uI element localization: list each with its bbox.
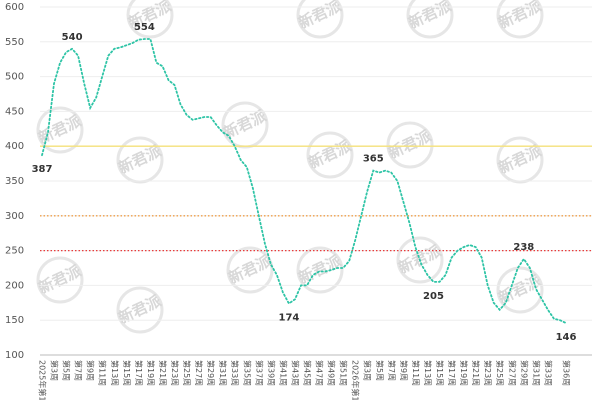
x-tick-label: 第45周 (303, 360, 313, 386)
x-tick-label: 第21周 (158, 360, 168, 386)
y-tick-label: 150 (5, 315, 24, 326)
x-tick-label: 第21周 (471, 360, 481, 386)
watermark-circle (296, 0, 344, 39)
watermark-circle (36, 256, 84, 304)
data-label: 146 (556, 332, 577, 343)
y-tick-label: 550 (5, 37, 24, 48)
x-tick-label: 第31周 (218, 360, 228, 386)
data-label: 540 (62, 32, 83, 43)
y-tick-label: 100 (5, 350, 24, 361)
x-tick-label: 第23周 (483, 360, 493, 386)
watermark-circle (116, 136, 164, 184)
data-label: 174 (279, 312, 300, 323)
x-tick-label: 第5周 (375, 360, 385, 381)
x-tick-label: 第11周 (411, 360, 421, 386)
x-tick-label: 第33周 (543, 360, 553, 386)
watermark-circle (496, 136, 544, 184)
x-tick-label: 第35周 (242, 360, 252, 386)
x-tick-label: 第29周 (519, 360, 529, 386)
watermark-circle (126, 0, 174, 39)
x-tick-label: 第41周 (278, 360, 288, 386)
x-tick-label: 第9周 (86, 360, 96, 381)
watermark-circle (386, 121, 434, 169)
y-tick-label: 250 (5, 246, 24, 257)
x-tick-label: 第7周 (74, 360, 84, 381)
y-tick-label: 450 (5, 106, 24, 117)
y-tick-label: 350 (5, 176, 24, 187)
data-label: 205 (423, 291, 444, 302)
x-tick-label: 第3周 (50, 360, 60, 381)
x-tick-label: 第17周 (447, 360, 457, 386)
y-tick-label: 200 (5, 280, 24, 291)
x-tick-label: 第25周 (495, 360, 505, 386)
watermark-circle (306, 131, 354, 179)
x-tick-label: 第49周 (327, 360, 337, 386)
data-line (41, 38, 567, 324)
x-tick-label: 第5周 (62, 360, 72, 381)
x-tick-label: 第39周 (266, 360, 276, 386)
watermark-circle (296, 246, 344, 294)
watermark-circle (496, 0, 544, 39)
x-tick-label: 第25周 (182, 360, 192, 386)
x-tick-label: 第27周 (194, 360, 204, 386)
watermark-circle (226, 246, 274, 294)
y-tick-label: 400 (5, 141, 24, 152)
data-label: 365 (363, 154, 384, 165)
watermark-circle (36, 106, 84, 154)
y-tick-label: 500 (5, 72, 24, 83)
data-label: 238 (513, 242, 534, 253)
watermark-circle (396, 236, 444, 284)
y-tick-label: 600 (5, 2, 24, 13)
x-tick-label: 第11周 (98, 360, 108, 386)
x-tick-label: 第36周 (562, 360, 572, 386)
x-tick-label: 第31周 (531, 360, 541, 386)
x-tick-label: 2026年第1周 (351, 360, 361, 400)
x-tick-label: 第13周 (423, 360, 433, 386)
watermark-circle (496, 266, 544, 314)
x-tick-label: 第27周 (507, 360, 517, 386)
x-tick-label: 第29周 (206, 360, 216, 386)
watermark-circle (221, 101, 269, 149)
x-tick-label: 第43周 (290, 360, 300, 386)
watermark-circle (406, 0, 454, 39)
x-tick-label: 第7周 (387, 360, 397, 381)
x-tick-label: 第15周 (122, 360, 132, 386)
x-tick-label: 2025年第1周 (38, 360, 48, 400)
x-tick-label: 第15周 (435, 360, 445, 386)
x-tick-label: 第23周 (170, 360, 180, 386)
x-tick-label: 第51周 (339, 360, 349, 386)
watermark-circle (116, 286, 164, 334)
x-tick-label: 第19周 (146, 360, 156, 386)
data-label: 387 (32, 164, 53, 175)
x-tick-label: 第33周 (230, 360, 240, 386)
x-tick-label: 第9周 (399, 360, 409, 381)
data-label: 554 (134, 22, 155, 33)
x-tick-label: 第37周 (254, 360, 264, 386)
x-tick-label: 第47周 (315, 360, 325, 386)
x-tick-label: 第3周 (363, 360, 373, 381)
x-tick-label: 第17周 (134, 360, 144, 386)
x-tick-label: 第13周 (110, 360, 120, 386)
x-tick-label: 第19周 (459, 360, 469, 386)
y-tick-label: 300 (5, 211, 24, 222)
